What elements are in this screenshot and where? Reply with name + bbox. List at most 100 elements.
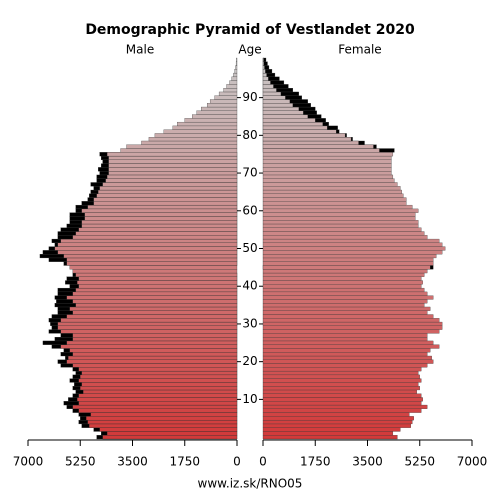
male-bar-common: [83, 389, 238, 394]
female-bar: [262, 370, 419, 376]
y-tick-label: 70: [242, 166, 257, 180]
female-bar-common: [262, 95, 286, 100]
female-bar: [262, 393, 422, 398]
male-bar-common: [81, 223, 238, 228]
male-bar: [233, 72, 238, 78]
female-bar: [262, 329, 440, 334]
female-bar: [262, 250, 443, 255]
male-bar-common: [66, 314, 238, 319]
male-bar: [234, 69, 238, 74]
male-bar-common: [78, 378, 238, 383]
male-bar-common: [81, 220, 238, 225]
female-bar: [262, 269, 428, 274]
female-bar: [262, 167, 392, 172]
female-bar: [262, 182, 398, 187]
female-bar: [262, 246, 446, 251]
male-bar: [231, 76, 238, 81]
male-bar: [126, 144, 238, 149]
male-bar-common: [75, 287, 238, 293]
female-bar: [262, 189, 402, 194]
female-bar: [262, 254, 437, 259]
male-bar-common: [68, 355, 238, 360]
female-bar: [262, 408, 422, 413]
male-bar-common: [72, 333, 238, 338]
female-bar-common: [262, 57, 264, 62]
male-bar-common: [66, 261, 238, 266]
male-bar: [235, 61, 238, 66]
y-tick-label: 30: [242, 316, 257, 330]
female-bar: [262, 412, 410, 417]
female-bar: [262, 355, 432, 360]
male-bar-common: [108, 163, 238, 168]
female-bar: [262, 427, 401, 432]
female-bar-common: [262, 91, 282, 96]
x-tick-label: 1750: [300, 455, 331, 469]
x-tick-label: 5250: [404, 455, 435, 469]
female-bar: [262, 238, 440, 243]
female-bar: [262, 419, 413, 425]
x-tick-label: 3500: [117, 455, 148, 469]
male-bar-common: [90, 412, 238, 417]
male-bar-common: [78, 408, 238, 413]
footer: www.iz.sk/RNO05: [198, 477, 303, 491]
male-bar-common: [78, 276, 238, 281]
male-bar-common: [66, 340, 238, 345]
female-bar: [262, 220, 419, 225]
female-bar: [262, 212, 416, 217]
female-bar: [262, 261, 434, 266]
female-bar: [262, 284, 422, 289]
female-bar-common: [262, 106, 299, 111]
male-bar: [201, 106, 238, 111]
female-bar: [262, 423, 411, 428]
female-bar-common: [262, 76, 269, 81]
male-bar-common: [75, 231, 238, 236]
female-bar: [262, 186, 401, 191]
male-bar-common: [106, 431, 238, 436]
female-bar: [262, 340, 434, 345]
male-bar-common: [72, 299, 238, 304]
female-bar-common: [262, 137, 352, 142]
female-bar: [262, 382, 419, 387]
female-bar-common: [262, 103, 294, 108]
y-tick-label: 60: [242, 203, 257, 217]
female-bar: [262, 397, 423, 402]
male-bar-common: [69, 348, 238, 353]
male-bar-common: [108, 159, 238, 164]
right-label: Female: [338, 43, 381, 57]
female-bar: [262, 386, 420, 391]
female-bar: [262, 174, 394, 179]
female-bar-common: [262, 148, 380, 153]
male-bar-common: [81, 370, 238, 376]
male-bar: [209, 99, 238, 104]
female-bar: [262, 295, 434, 300]
male-bar-common: [106, 152, 238, 157]
female-bar: [262, 287, 425, 293]
female-bar: [262, 344, 440, 349]
x-tick-label: 7000: [457, 455, 488, 469]
y-tick-label: 40: [242, 279, 257, 293]
y-tick-label: 20: [242, 354, 257, 368]
male-bar-common: [99, 186, 238, 191]
male-bar-common: [78, 393, 238, 398]
female-bar: [262, 404, 428, 409]
female-bar: [262, 280, 423, 285]
female-bar-common: [262, 84, 274, 89]
male-bar: [69, 265, 238, 270]
male-bar-common: [75, 272, 238, 277]
female-bar-common: [262, 125, 328, 130]
male-bar-common: [99, 427, 238, 432]
female-bar: [262, 401, 422, 406]
male-bar-common: [96, 193, 238, 198]
female-bar: [262, 197, 407, 202]
female-bar: [262, 378, 422, 383]
female-bar: [262, 272, 425, 277]
female-bar: [262, 208, 419, 213]
male-bar-common: [106, 174, 238, 179]
female-bar-common: [262, 99, 291, 104]
male-bar-common: [78, 227, 238, 232]
female-bar: [262, 204, 413, 210]
male-bar: [206, 103, 238, 108]
female-bar-common: [262, 69, 266, 74]
female-bar: [262, 159, 392, 164]
